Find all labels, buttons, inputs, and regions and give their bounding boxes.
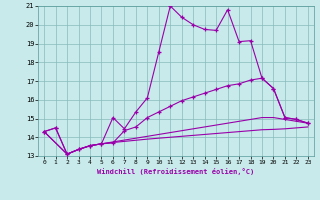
X-axis label: Windchill (Refroidissement éolien,°C): Windchill (Refroidissement éolien,°C) [97, 168, 255, 175]
